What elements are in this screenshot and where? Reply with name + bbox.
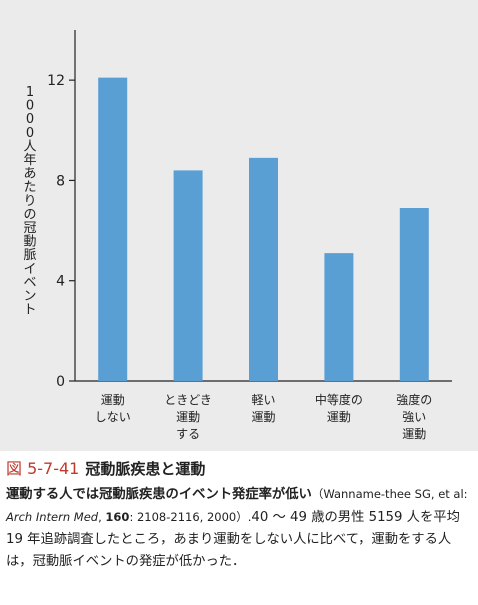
figure-title: 冠動脈疾患と運動 — [85, 460, 206, 478]
svg-text:イ: イ — [23, 262, 36, 277]
x-category-label: ときどき運動する — [164, 393, 212, 441]
svg-text:人: 人 — [23, 139, 36, 154]
y-tick-label: 4 — [56, 274, 65, 290]
svg-text:0: 0 — [26, 126, 34, 141]
svg-text:動: 動 — [23, 235, 36, 250]
svg-text:脈: 脈 — [23, 248, 36, 263]
svg-text:冠: 冠 — [23, 221, 36, 236]
bar — [324, 253, 354, 381]
journal-volume: 160 — [105, 510, 130, 524]
journal-name: Arch Intern Med — [6, 510, 99, 524]
y-tick-label: 8 — [56, 173, 65, 189]
svg-text:0: 0 — [26, 112, 34, 127]
x-category-label: 運動しない — [95, 393, 131, 424]
figure-caption: 図 5-7-41 冠動脈疾患と運動 運動する人では冠動脈疾患のイベント発症率が低い… — [6, 459, 474, 573]
svg-text:年: 年 — [23, 153, 36, 168]
y-tick-label: 0 — [56, 374, 65, 390]
x-category-label: 強度の強い運動 — [396, 392, 432, 441]
svg-text:の: の — [23, 207, 36, 222]
caption-lead: 運動する人では冠動脈疾患のイベント発症率が低い — [6, 487, 312, 502]
svg-text:あ: あ — [23, 167, 36, 182]
y-tick-label: 12 — [47, 73, 65, 89]
figure-title-line: 図 5-7-41 冠動脈疾患と運動 — [6, 459, 474, 479]
svg-text:ト: ト — [23, 303, 36, 318]
bar — [249, 157, 278, 381]
figure-number: 図 5-7-41 — [6, 459, 80, 478]
reference-open: （Wanname-thee SG, et al: — [311, 487, 468, 501]
bar — [399, 208, 429, 381]
reference-sep: , — [98, 510, 106, 524]
bar — [173, 170, 203, 381]
caption-text: 40 ～ 49 歳の男性 5159 人を平均 19 年追跡調査したところ，あまり… — [6, 510, 460, 569]
svg-text:ン: ン — [23, 289, 36, 304]
reference-pages: : 2108-2116, 2000）. — [129, 510, 252, 524]
svg-text:た: た — [23, 180, 36, 195]
caption-body: 運動する人では冠動脈疾患のイベント発症率が低い（Wanname-thee SG,… — [6, 483, 474, 573]
bar — [98, 77, 128, 381]
svg-text:ベ: ベ — [23, 275, 36, 290]
svg-text:り: り — [23, 194, 36, 209]
x-category-label: 中等度の運動 — [315, 392, 363, 424]
x-category-label: 軽い運動 — [251, 393, 275, 424]
svg-text:1: 1 — [26, 85, 34, 100]
svg-text:0: 0 — [26, 99, 34, 114]
